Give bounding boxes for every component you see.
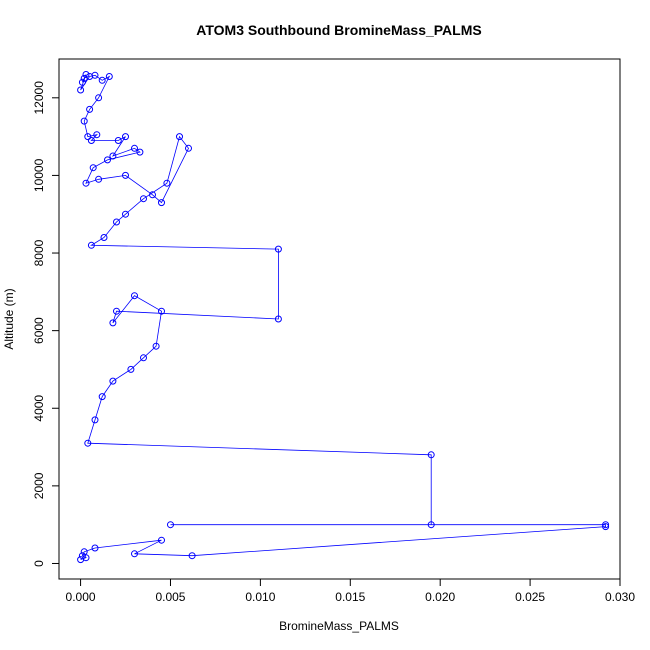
data-point — [113, 218, 120, 226]
y-tick-label: 0 — [32, 560, 46, 567]
data-point — [113, 307, 120, 315]
data-point — [136, 148, 144, 156]
x-axis-ticks: 0.000 0.005 0.010 0.015 0.020 0.025 0.030 — [66, 579, 635, 604]
plot-frame — [58, 58, 621, 580]
data-point — [100, 234, 108, 241]
data-point — [104, 156, 111, 164]
data-point — [89, 164, 97, 172]
y-tick-label: 6000 — [32, 317, 46, 344]
data-point — [602, 521, 610, 529]
data-point — [77, 86, 85, 94]
data-point — [158, 307, 165, 315]
data-point — [602, 523, 610, 531]
x-axis-label: BromineMass_PALMS — [279, 619, 399, 633]
y-tick-label: 12000 — [32, 81, 46, 115]
x-tick-label: 0.020 — [425, 590, 455, 604]
data-point — [95, 94, 103, 102]
data-point — [109, 377, 117, 385]
x-tick-label: 0.025 — [515, 590, 545, 604]
data-point — [91, 544, 99, 552]
series-line — [80, 74, 606, 560]
data-point — [122, 133, 129, 141]
data-point — [158, 199, 165, 207]
data-point — [163, 179, 171, 187]
data-point — [131, 144, 138, 152]
data-point — [91, 71, 99, 79]
data-point — [140, 195, 147, 203]
data-point — [176, 133, 183, 141]
data-point — [78, 78, 86, 86]
x-tick-label: 0.015 — [335, 590, 365, 604]
y-tick-label: 10000 — [32, 158, 46, 192]
y-tick-label: 8000 — [32, 239, 46, 266]
data-point — [149, 191, 156, 199]
chart-title: ATOM3 Southbound BromineMass_PALMS — [196, 22, 481, 38]
data-point — [427, 521, 435, 529]
data-point — [98, 76, 106, 84]
x-tick-label: 0.005 — [155, 590, 185, 604]
data-point — [274, 315, 282, 323]
data-point — [274, 245, 282, 253]
data-point — [427, 451, 435, 459]
data-point — [78, 552, 86, 560]
data-point — [127, 365, 135, 373]
data-point — [185, 144, 192, 152]
data-point — [158, 536, 165, 544]
data-point — [188, 552, 196, 560]
data-point — [114, 137, 122, 144]
y-axis-ticks: 0 2000 4000 6000 8000 10000 12000 — [32, 81, 59, 567]
data-layer — [77, 71, 610, 564]
y-axis-label: Altitude (m) — [2, 288, 16, 349]
data-point — [87, 241, 95, 249]
data-point — [140, 354, 147, 362]
data-point — [109, 319, 117, 327]
data-point — [105, 73, 113, 80]
data-point — [131, 550, 138, 558]
x-tick-label: 0.030 — [605, 590, 635, 604]
data-point — [84, 439, 92, 447]
y-tick-label: 2000 — [32, 472, 46, 499]
data-point — [95, 175, 103, 183]
y-tick-label: 4000 — [32, 395, 46, 422]
x-tick-label: 0.010 — [245, 590, 275, 604]
x-tick-label: 0.000 — [66, 590, 96, 604]
data-point — [84, 133, 92, 141]
data-point — [77, 556, 85, 564]
data-point — [131, 292, 138, 300]
data-point — [122, 171, 129, 179]
data-point — [80, 117, 88, 125]
data-point — [87, 137, 95, 144]
data-point — [167, 521, 174, 529]
data-point — [82, 71, 90, 78]
data-point — [152, 342, 160, 350]
data-point — [98, 393, 106, 401]
data-point — [122, 210, 129, 218]
data-point — [82, 179, 90, 187]
data-point — [91, 416, 99, 424]
data-point — [109, 152, 117, 160]
data-point — [86, 105, 94, 113]
data-point — [93, 131, 101, 139]
